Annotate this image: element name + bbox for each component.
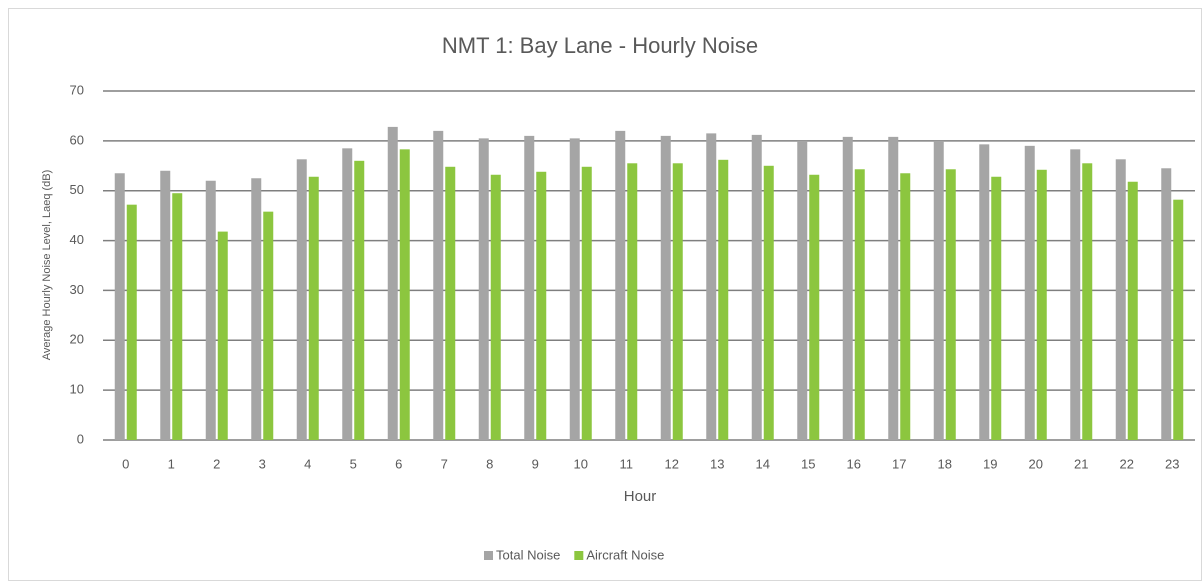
bar [979,144,990,440]
bar [433,130,444,440]
x-tick-label: 6 [395,456,402,471]
y-tick-label: 70 [70,82,84,97]
y-tick-label: 10 [70,382,84,397]
bar [1173,199,1184,440]
bar [387,126,398,440]
bar [354,160,365,441]
bar [751,134,762,441]
x-tick-label: 23 [1165,456,1179,471]
bar [718,159,729,440]
x-tick-label: 0 [122,456,129,471]
bar [706,133,717,440]
x-tick-label: 9 [532,456,539,471]
bar [160,170,171,440]
x-tick-label: 17 [892,456,906,471]
bar [672,163,683,441]
y-tick-label: 0 [77,431,84,446]
x-tick-label: 13 [710,456,724,471]
bar [809,174,820,440]
bar [854,169,865,441]
x-tick-label: 7 [441,456,448,471]
bar [933,140,944,440]
bar [1127,181,1138,441]
bar [991,176,1002,441]
x-tick-label: 16 [847,456,861,471]
y-tick-label: 50 [70,182,84,197]
x-tick-label: 5 [350,456,357,471]
bar [1082,163,1093,441]
x-axis-title: Hour [624,488,657,505]
bar [615,130,626,440]
bar [660,135,671,440]
bar [478,138,489,440]
chart-title: NMT 1: Bay Lane - Hourly Noise [442,33,758,58]
bar [205,180,216,440]
x-tick-label: 22 [1120,456,1134,471]
bar [524,135,535,440]
x-tick-label: 18 [938,456,952,471]
bar [797,140,808,440]
legend-label: Aircraft Noise [586,547,664,562]
bar [945,169,956,441]
bar [490,174,501,440]
bar [445,166,456,441]
x-tick-label: 12 [665,456,679,471]
bar [1036,169,1047,440]
bar [217,231,228,440]
x-tick-label: 14 [756,456,770,471]
bar [114,173,125,440]
bar [842,136,853,440]
bar [1024,145,1035,441]
bar [627,163,638,441]
legend-label: Total Noise [496,547,560,562]
bar [569,138,580,440]
y-tick-label: 40 [70,232,84,247]
bar [888,136,899,440]
legend-swatch [574,551,584,560]
bar [263,211,274,440]
y-tick-label: 20 [70,332,84,347]
bar [1070,149,1081,440]
y-axis-title: Average Hourly Noise Level, Laeq (dB) [41,170,53,361]
bar [172,193,183,440]
x-tick-label: 4 [304,456,311,471]
bar [1161,168,1172,440]
x-tick-label: 3 [259,456,266,471]
bar [399,149,410,440]
y-tick-label: 60 [70,132,84,147]
bar [308,176,319,441]
x-tick-label: 11 [620,456,634,471]
x-tick-label: 19 [983,456,997,471]
bar [536,171,547,441]
bar [763,165,774,441]
x-tick-label: 15 [801,456,815,471]
bar [296,159,307,440]
x-tick-label: 10 [574,456,588,471]
y-tick-label: 30 [70,282,84,297]
bar [342,148,353,441]
x-tick-label: 1 [168,456,175,471]
chart-frame [8,8,1202,581]
x-tick-label: 21 [1074,456,1088,471]
x-tick-label: 20 [1029,456,1043,471]
bar [900,173,911,440]
legend-swatch [484,551,493,560]
bar [581,166,592,441]
x-tick-label: 8 [486,456,493,471]
bar [251,178,262,440]
bar [126,204,137,440]
x-tick-label: 2 [213,456,220,471]
bar [1115,159,1126,440]
